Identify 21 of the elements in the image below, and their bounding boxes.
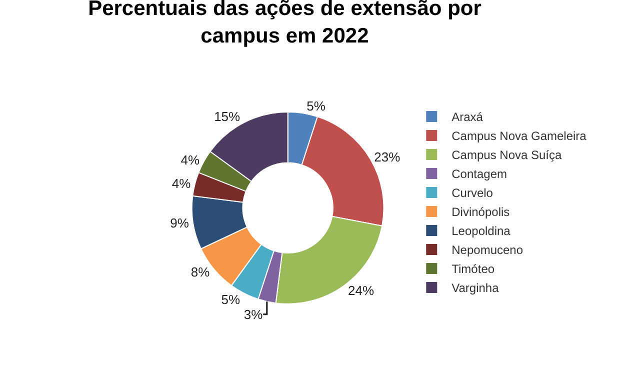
legend-label: Campus Nova Suíça [452,148,562,162]
legend-label: Curvelo [452,186,494,200]
data-label: 24% [348,282,374,298]
legend-label: Campus Nova Gameleira [452,129,587,144]
data-label: 4% [180,152,200,168]
legend-label: Timóteo [452,262,495,276]
data-label: 5% [306,98,326,114]
legend-label: Contagem [452,167,508,182]
data-label: 5% [221,292,241,307]
data-label: 4% [172,176,192,192]
legend-label: Nepomuceno [452,243,524,258]
data-label: 15% [214,108,241,124]
data-label: 3% [244,306,264,322]
data-label: 8% [190,264,210,280]
legend-label: Varginha [452,281,500,296]
data-label: 9% [170,216,190,231]
data-label: 23% [374,150,401,165]
legend-label: Leopoldina [452,224,511,238]
legend-label: Divinópolis [452,205,510,220]
legend-label: Araxá [452,110,484,124]
chart-title: Percentuais das ações de extensão por campus em 2022 [88,0,482,48]
